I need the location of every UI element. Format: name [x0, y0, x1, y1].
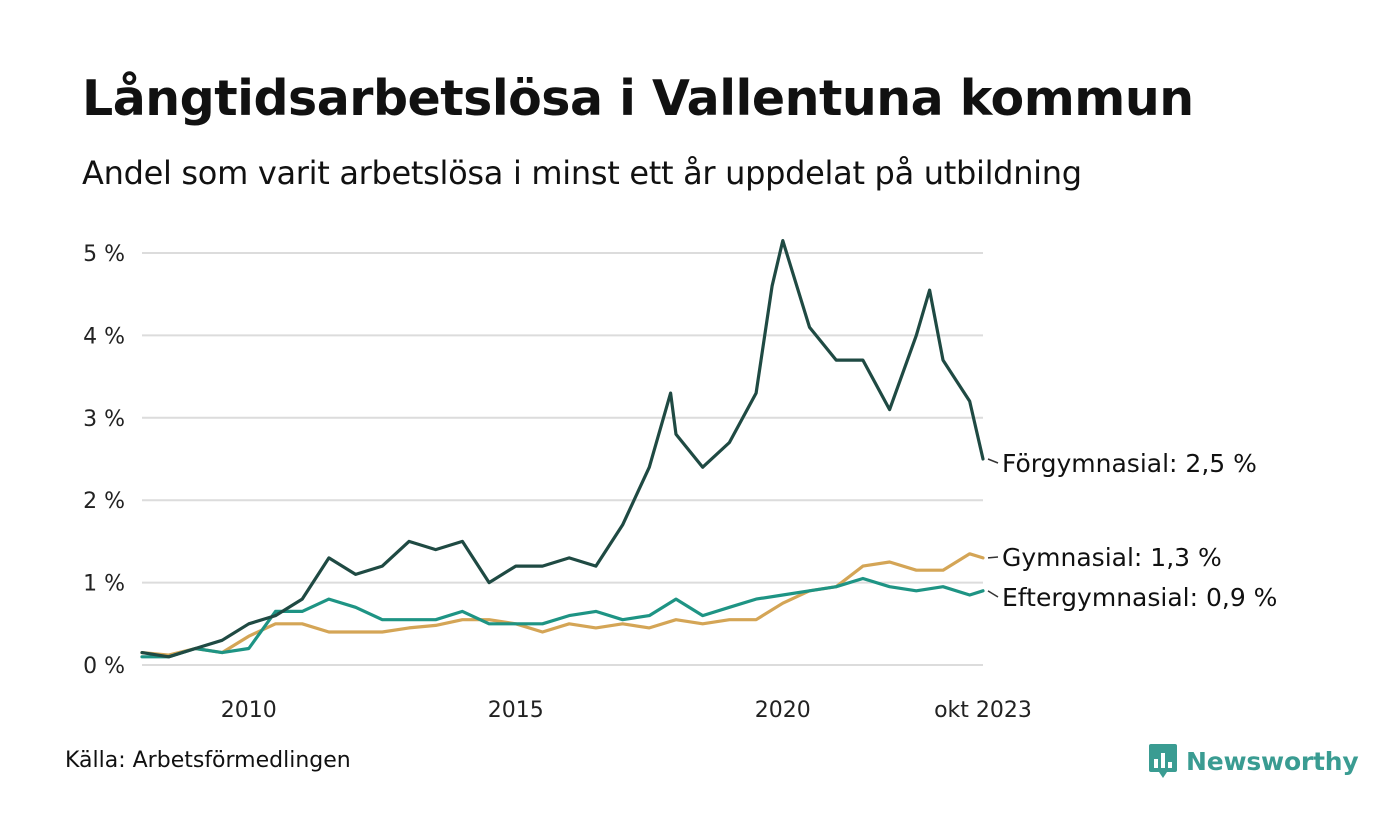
y-tick-label: 5 % — [83, 242, 125, 267]
chart-subtitle: Andel som varit arbetslösa i minst ett å… — [82, 154, 1082, 192]
series-line-förgymnasial — [140, 239, 985, 659]
x-tick-label: okt 2023 — [934, 698, 1032, 723]
series-line-gymnasial — [140, 552, 985, 657]
y-tick-label: 2 % — [83, 489, 125, 514]
y-tick-label: 1 % — [83, 572, 125, 597]
y-axis-tick-labels: 0 % 1 % 2 % 3 % 4 % 5 % — [83, 242, 125, 679]
series-end-label: Förgymnasial: 2,5 % — [1002, 449, 1257, 478]
label-connector — [987, 590, 999, 598]
series-end-label: Gymnasial: 1,3 % — [1002, 543, 1222, 572]
series-end-labels: Förgymnasial: 2,5 % Gymnasial: 1,3 % Efter… — [987, 449, 1277, 612]
y-tick-label: 3 % — [83, 407, 125, 432]
chart-title: Långtidsarbetslösa i Vallentuna kommun — [82, 70, 1194, 127]
series-lines — [140, 239, 985, 659]
source-note: Källa: Arbetsförmedlingen — [65, 748, 351, 773]
brand-logo: Newsworthy — [1148, 742, 1359, 780]
x-tick-label: 2015 — [488, 698, 544, 723]
x-tick-label: 2010 — [221, 698, 277, 723]
y-tick-label: 0 % — [83, 654, 125, 679]
brand-name: Newsworthy — [1186, 746, 1359, 776]
label-connector — [987, 556, 999, 559]
x-tick-label: 2020 — [755, 698, 811, 723]
series-end-label: Eftergymnasial: 0,9 % — [1002, 583, 1277, 612]
newsworthy-logo-icon — [1149, 744, 1177, 778]
y-tick-label: 4 % — [83, 324, 125, 349]
grid-lines — [142, 252, 983, 666]
x-axis-tick-labels: 2010 2015 2020 okt 2023 — [221, 698, 1032, 723]
label-connector — [987, 458, 999, 464]
